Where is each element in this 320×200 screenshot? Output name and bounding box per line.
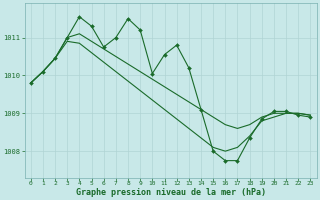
X-axis label: Graphe pression niveau de la mer (hPa): Graphe pression niveau de la mer (hPa)	[76, 188, 266, 197]
